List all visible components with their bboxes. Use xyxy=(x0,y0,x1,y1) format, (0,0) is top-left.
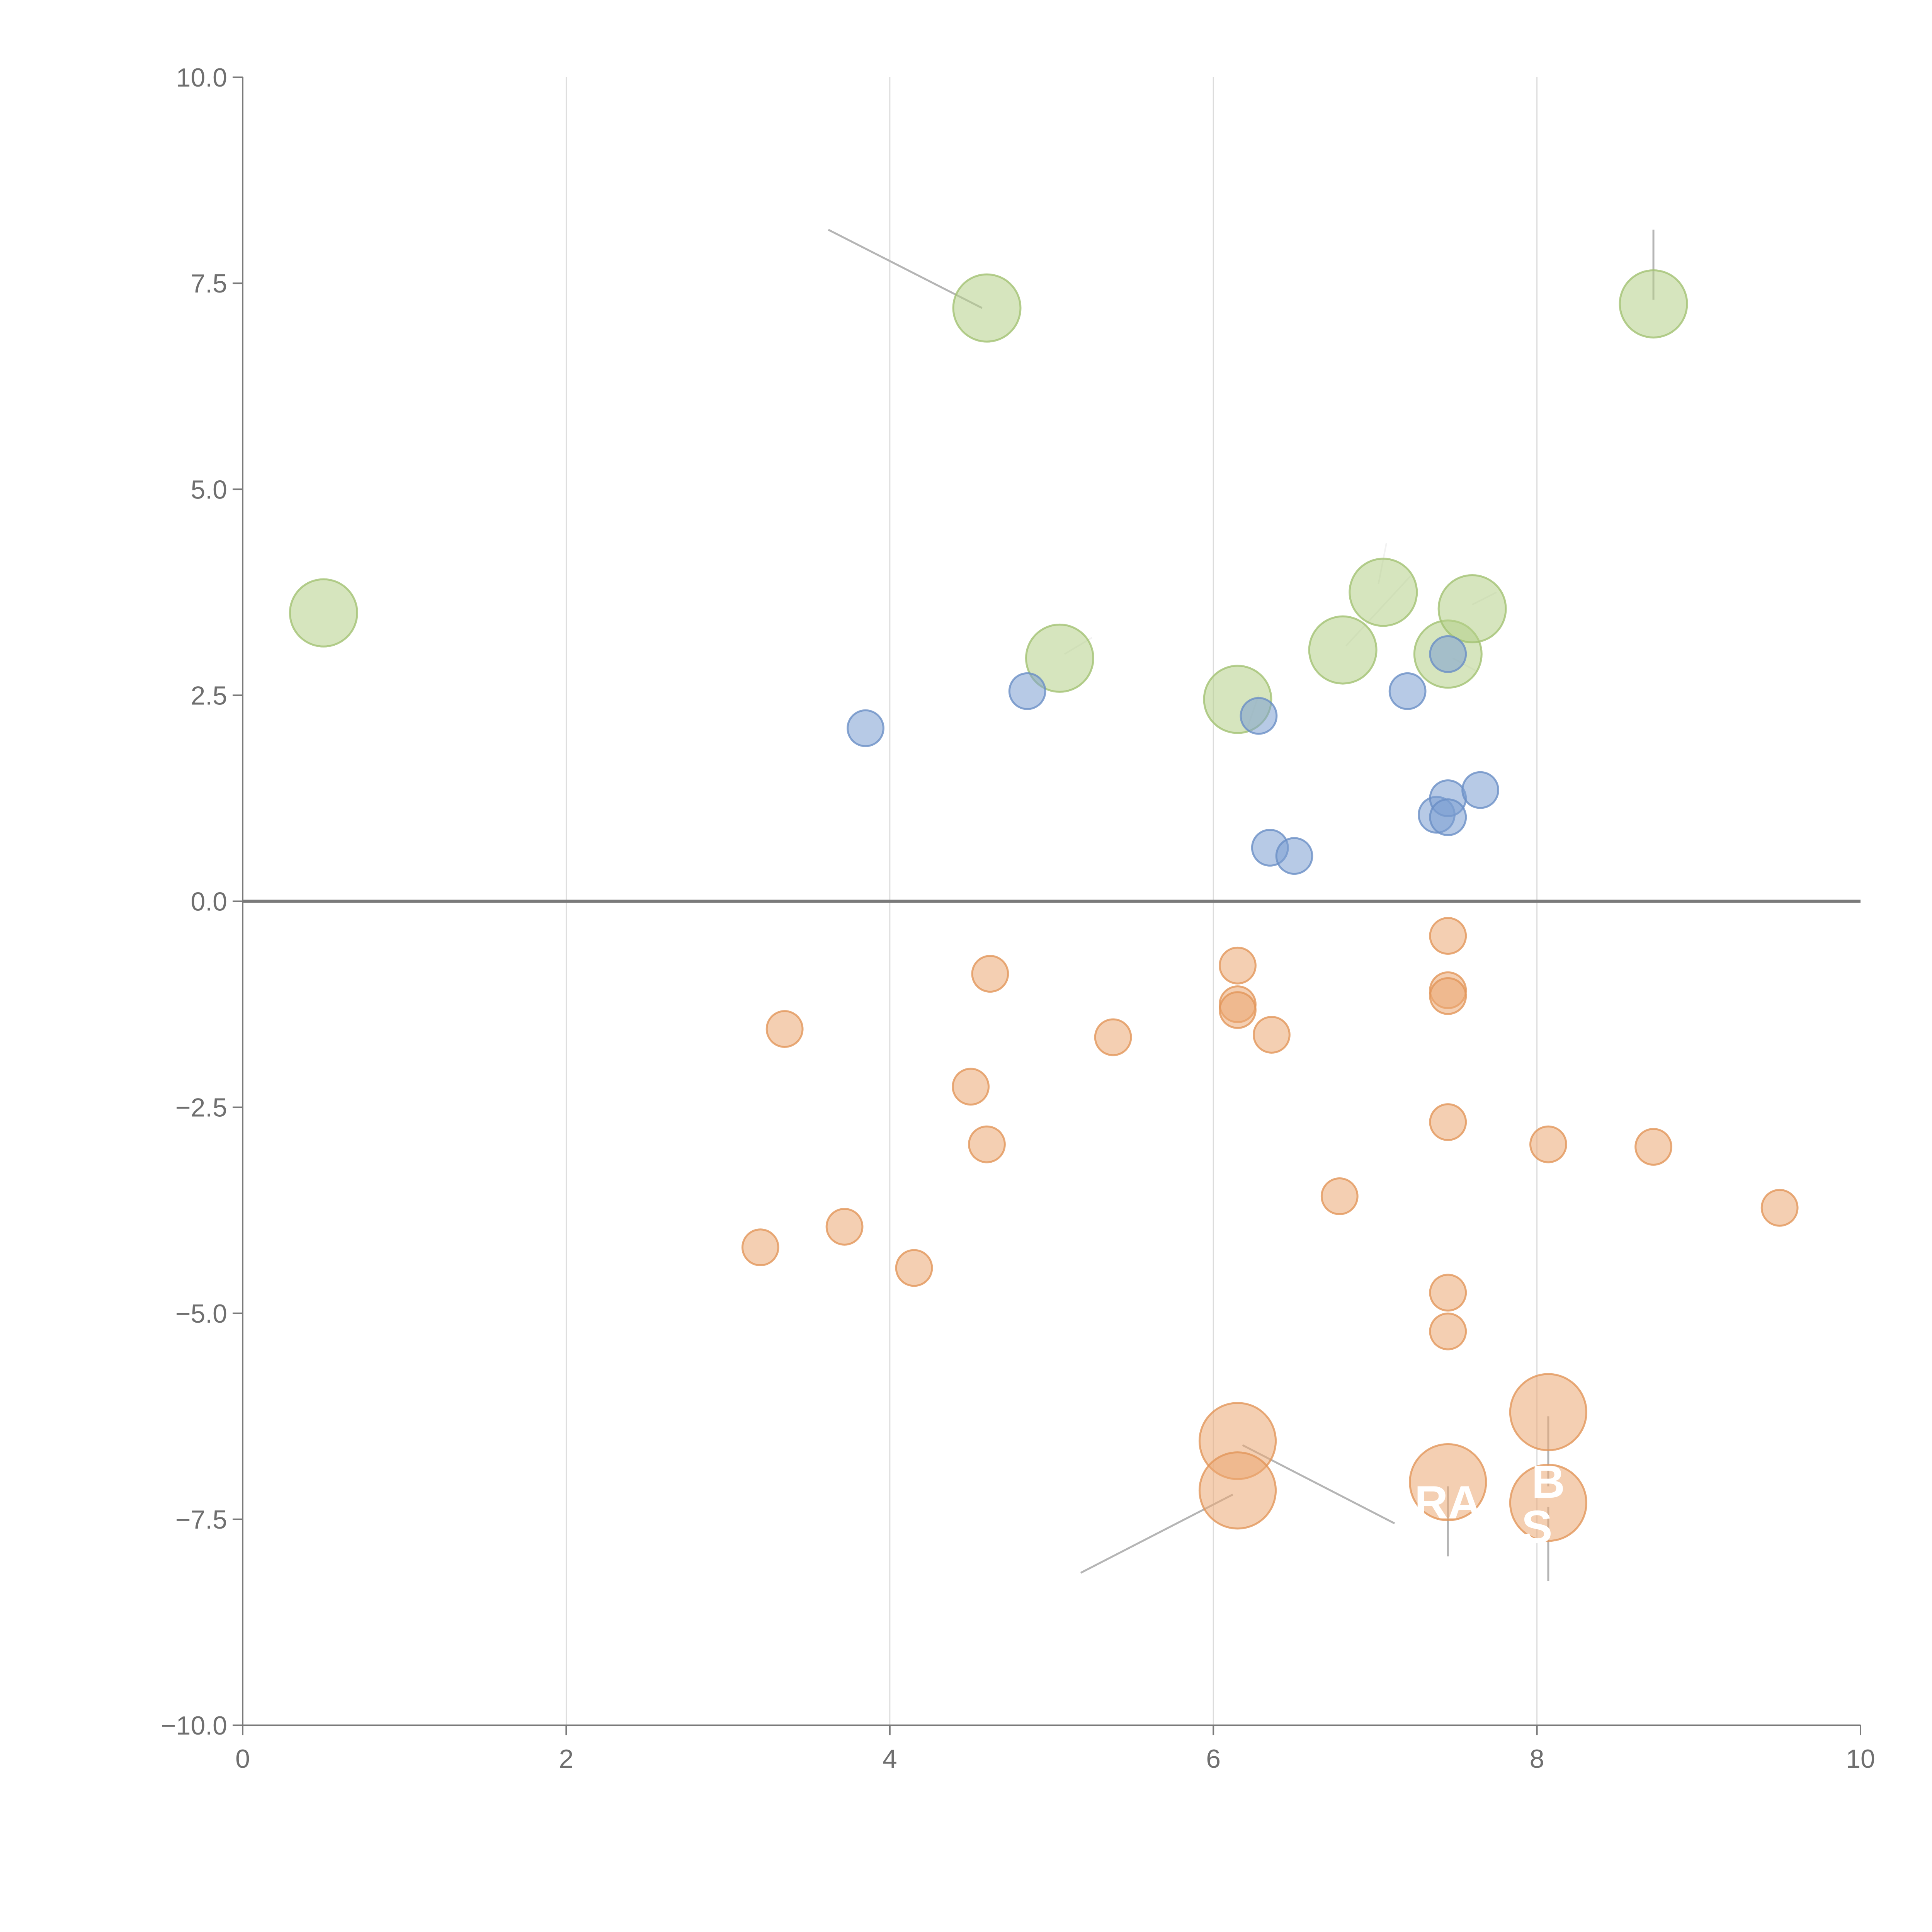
y-tick-label: 5.0 xyxy=(190,475,227,504)
x-tick-label: 8 xyxy=(1530,1744,1544,1774)
blue-point xyxy=(847,709,884,747)
x-tick-label: 4 xyxy=(883,1744,897,1774)
orange-point xyxy=(1429,1274,1467,1312)
blue-point xyxy=(1240,697,1278,735)
x-tick-label: 0 xyxy=(235,1744,250,1774)
data-points xyxy=(289,269,1799,1542)
orange-large-point xyxy=(1198,1451,1277,1530)
x-tick-label: 6 xyxy=(1206,1744,1221,1774)
green-point xyxy=(1349,558,1418,627)
green-point xyxy=(1437,574,1507,643)
green-point xyxy=(1619,269,1688,338)
orange-point xyxy=(968,1125,1006,1163)
y-tick-label: −7.5 xyxy=(175,1505,227,1534)
orange-point xyxy=(1094,1018,1132,1056)
green-point xyxy=(1025,623,1094,693)
orange-point xyxy=(1634,1128,1672,1166)
orange-point xyxy=(1429,917,1467,955)
orange-point xyxy=(825,1208,864,1246)
orange-point xyxy=(952,1068,990,1106)
point-labels: RA BS xyxy=(1415,1456,1565,1553)
orange-point xyxy=(1219,946,1257,985)
y-tick-label: 2.5 xyxy=(190,681,227,710)
orange-point xyxy=(895,1249,933,1287)
blue-point xyxy=(1429,635,1467,673)
point-label: B xyxy=(1532,1456,1565,1508)
orange-point xyxy=(1429,1103,1467,1141)
blue-point xyxy=(1429,798,1467,836)
orange-point xyxy=(971,955,1009,993)
orange-point xyxy=(1529,1125,1567,1163)
orange-point xyxy=(1320,1177,1359,1215)
y-tick-label: 7.5 xyxy=(190,269,227,298)
y-tick-label: −2.5 xyxy=(175,1093,227,1122)
orange-point xyxy=(765,1010,804,1048)
x-tick-label: 10 xyxy=(1846,1744,1875,1774)
point-label: S xyxy=(1522,1501,1553,1553)
orange-point xyxy=(1429,977,1467,1015)
orange-point xyxy=(1760,1189,1799,1227)
axes: 0 2 4 6 8 10 10.0 7.5 5.0 2.5 0.0 −2.5 −5.0 −7.5 −10.0 xyxy=(161,63,1875,1774)
y-tick-label: 0.0 xyxy=(190,887,227,917)
blue-point xyxy=(1388,672,1427,710)
orange-point xyxy=(1219,991,1257,1029)
blue-point xyxy=(1008,672,1046,710)
green-point xyxy=(1308,615,1378,685)
orange-large-point xyxy=(1509,1373,1588,1451)
orange-large-point xyxy=(1509,1464,1588,1542)
blue-point xyxy=(1461,771,1499,809)
orange-point xyxy=(1429,1312,1467,1350)
y-tick-label: −10.0 xyxy=(161,1711,227,1740)
orange-point xyxy=(1253,1016,1291,1054)
x-tick-label: 2 xyxy=(559,1744,573,1774)
orange-point xyxy=(741,1228,779,1267)
point-label: RA xyxy=(1415,1476,1481,1528)
blue-point xyxy=(1275,837,1313,875)
y-tick-label: 10.0 xyxy=(176,63,227,92)
y-tick-label: −5.0 xyxy=(175,1299,227,1328)
green-point xyxy=(289,578,358,648)
green-point xyxy=(952,273,1022,343)
orange-large-point xyxy=(1409,1443,1487,1522)
